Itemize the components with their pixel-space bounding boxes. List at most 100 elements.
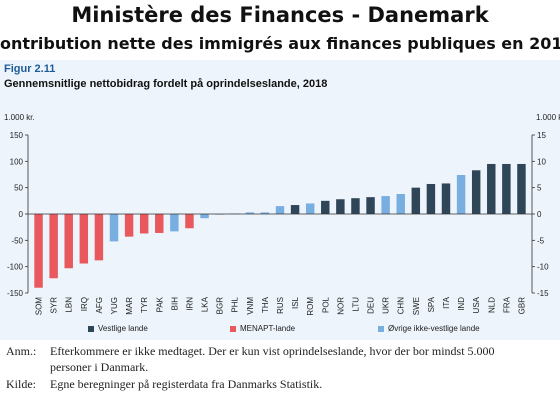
note-kilde: Kilde: Egne beregninger på registerdata f… <box>6 377 322 392</box>
x-tick-label-afg: AFG <box>95 297 104 313</box>
bar-pol <box>321 200 330 214</box>
legend-item-menapt: MENAPT-lande <box>230 324 295 333</box>
x-tick-label-pol: POL <box>321 296 330 313</box>
bar-bih <box>170 214 179 232</box>
x-tick-label-gbr: GBR <box>517 297 526 315</box>
figure-label: Figur 2.11 <box>4 63 56 75</box>
note-anm-line1: Efterkommere er ikke medtaget. Der er ku… <box>50 344 495 358</box>
note-kilde-text: Egne beregninger på registerdata fra Dan… <box>50 377 323 391</box>
x-tick-label-tyr: TYR <box>140 297 149 313</box>
bar-deu <box>366 197 375 214</box>
legend-swatch-ovrige <box>378 325 384 332</box>
x-tick-label-lbn: LBN <box>65 297 74 313</box>
bar-rus <box>275 206 285 214</box>
x-tick-label-ita: ITA <box>442 296 451 309</box>
y-tick-label-left: 150 <box>10 131 24 140</box>
y-tick-label-left: -100 <box>7 263 24 272</box>
note-anm-key: Anm.: <box>6 344 37 358</box>
x-tick-label-rus: RUS <box>276 297 285 314</box>
note-anm: Anm.: Efterkommere er ikke medtaget. Der … <box>6 344 495 359</box>
bar-fra <box>502 163 511 214</box>
bar-ukr <box>381 196 390 214</box>
bar-ind <box>456 175 466 214</box>
x-tick-label-ltu: LTU <box>351 297 360 312</box>
y-tick-label-right: 5 <box>537 184 542 193</box>
legend-label-menapt: MENAPT-lande <box>240 324 296 333</box>
bar-ita <box>441 183 451 214</box>
figure-title: Gennemsnitlige nettobidrag fordelt på op… <box>4 78 328 90</box>
note-anm-line2: personer i Danmark. <box>50 360 149 374</box>
note-kilde-key: Kilde: <box>6 377 36 391</box>
y-tick-label-right: -10 <box>537 263 549 272</box>
bar-nor <box>336 199 345 214</box>
y-tick-label-left: -50 <box>11 236 23 245</box>
bar-gbr <box>517 163 526 214</box>
y-tick-label-right: 15 <box>537 131 546 140</box>
y-unit-label-left: 1.000 kr. <box>4 113 35 122</box>
bar-chn <box>396 193 405 214</box>
page-subtitle: ontribution nette des immigrés aux finan… <box>0 34 560 53</box>
bar-tyr <box>139 214 149 234</box>
x-tick-label-chn: CHN <box>397 297 406 315</box>
x-tick-label-usa: USA <box>472 296 481 313</box>
bar-isl <box>290 205 300 214</box>
bar-som <box>34 214 43 288</box>
y-tick-label-left: 100 <box>10 157 24 166</box>
x-tick-label-pak: PAK <box>155 296 164 312</box>
y-tick-label-right: -5 <box>537 236 545 245</box>
chart-legend: Vestlige lande MENAPT-lande Øvrige ikke-… <box>0 323 560 337</box>
bar-lbn <box>64 214 73 269</box>
bar-yug <box>109 214 119 242</box>
x-tick-label-ukr: UKR <box>382 297 391 314</box>
note-anm-cont: personer i Danmark. <box>6 360 148 375</box>
chart-panel <box>0 60 560 340</box>
bar-irq <box>79 214 89 264</box>
bar-tha <box>260 212 270 214</box>
bar-spa <box>426 183 436 214</box>
x-tick-label-deu: DEU <box>367 297 376 314</box>
y-tick-label-right: 0 <box>537 210 542 219</box>
x-tick-label-fra: FRA <box>502 296 511 313</box>
x-tick-label-nld: NLD <box>487 297 496 313</box>
x-tick-label-vnm: VNM <box>246 297 255 315</box>
bar-rom <box>305 203 315 214</box>
bar-swe <box>411 187 421 214</box>
x-tick-label-lka: LKA <box>201 296 210 312</box>
x-tick-label-rom: ROM <box>306 297 315 316</box>
bar-nld <box>487 163 496 214</box>
y-tick-label-right: 10 <box>537 157 546 166</box>
bar-afg <box>94 214 104 261</box>
x-tick-label-irn: IRN <box>185 297 194 311</box>
bar-mar <box>124 214 134 237</box>
bar-irn <box>185 214 194 229</box>
legend-label-vestlige: Vestlige lande <box>98 324 148 333</box>
bar-usa <box>471 170 481 214</box>
y-tick-label-right: -15 <box>537 289 549 298</box>
x-tick-label-bih: BIH <box>170 297 179 311</box>
x-tick-label-bgr: BGR <box>216 297 225 315</box>
x-tick-label-som: SOM <box>35 297 44 316</box>
x-tick-label-ind: IND <box>457 297 466 311</box>
y-unit-label-right: 1.000 kr. <box>536 113 560 122</box>
y-tick-label-left: -150 <box>7 289 24 298</box>
legend-swatch-menapt <box>230 325 236 332</box>
x-tick-label-tha: THA <box>261 296 270 313</box>
legend-item-ovrige: Øvrige ikke-vestlige lande <box>378 324 480 333</box>
x-tick-label-phl: PHL <box>231 296 240 312</box>
x-tick-label-nor: NOR <box>336 297 345 315</box>
x-tick-label-yug: YUG <box>110 297 119 314</box>
legend-label-ovrige: Øvrige ikke-vestlige lande <box>388 324 480 333</box>
bar-lka <box>200 214 209 219</box>
y-tick-label-left: 50 <box>14 184 23 193</box>
x-tick-label-mar: MAR <box>125 297 134 315</box>
x-tick-label-swe: SWE <box>412 297 421 315</box>
bar-pak <box>155 214 164 233</box>
bar-vnm <box>245 212 255 214</box>
bar-syr <box>49 214 58 279</box>
y-tick-label-left: 0 <box>19 210 24 219</box>
page-title: Ministère des Finances - Danemark <box>71 3 489 27</box>
bar-ltu <box>351 198 360 214</box>
x-tick-label-syr: SYR <box>50 297 59 314</box>
legend-swatch-vestlige <box>88 325 94 332</box>
x-tick-label-irq: IRQ <box>80 297 89 311</box>
